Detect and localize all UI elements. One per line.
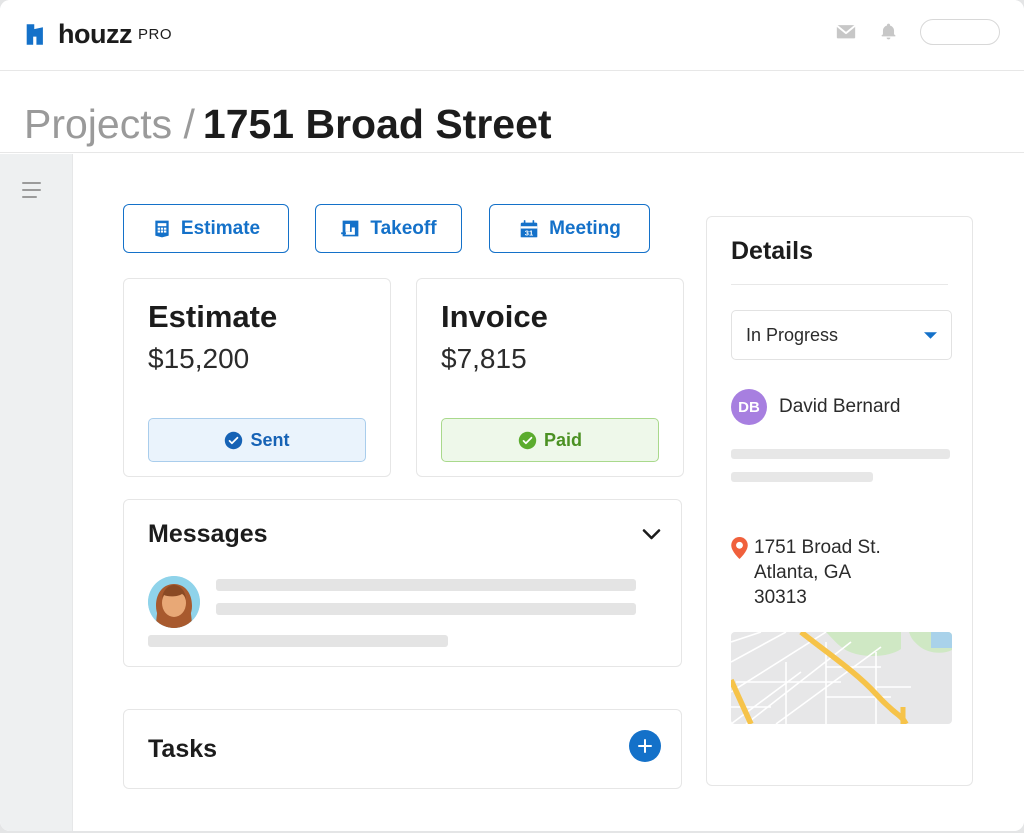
svg-text:31: 31	[525, 228, 534, 237]
